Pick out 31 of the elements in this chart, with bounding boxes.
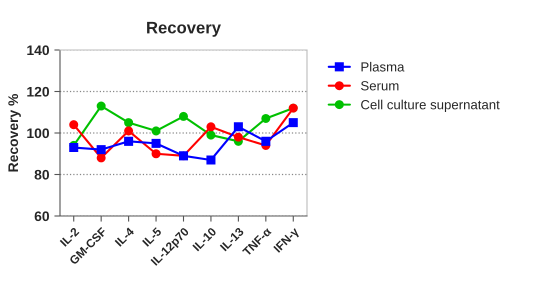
y-axis-title: Recovery % — [8, 94, 21, 172]
point — [152, 126, 161, 136]
legend-label: Serum — [361, 81, 398, 90]
point — [124, 136, 134, 146]
y-tick-label: 140 — [27, 45, 50, 56]
point — [152, 138, 161, 148]
point — [206, 130, 216, 140]
point — [96, 102, 106, 111]
legend-label: Cell culture supernatant — [361, 100, 500, 112]
point — [124, 126, 134, 136]
point — [152, 149, 161, 158]
point — [96, 153, 106, 162]
point — [206, 122, 216, 132]
point — [261, 136, 270, 146]
y-tick-label: 100 — [27, 128, 50, 138]
point — [234, 132, 243, 142]
point — [178, 112, 188, 121]
point — [124, 118, 134, 128]
point — [288, 118, 298, 128]
y-tick-label: 60 — [34, 211, 50, 222]
point — [206, 155, 216, 164]
point — [261, 114, 270, 123]
legend-label: Plasma — [362, 62, 404, 72]
point — [96, 145, 106, 154]
y-tick-label: 120 — [27, 86, 50, 97]
point — [234, 122, 243, 132]
point — [69, 120, 78, 130]
x-tick-label: IL-4 — [114, 226, 135, 247]
point — [69, 143, 78, 152]
chart-title: Recovery — [147, 22, 221, 37]
y-tick-label: 80 — [34, 170, 50, 180]
